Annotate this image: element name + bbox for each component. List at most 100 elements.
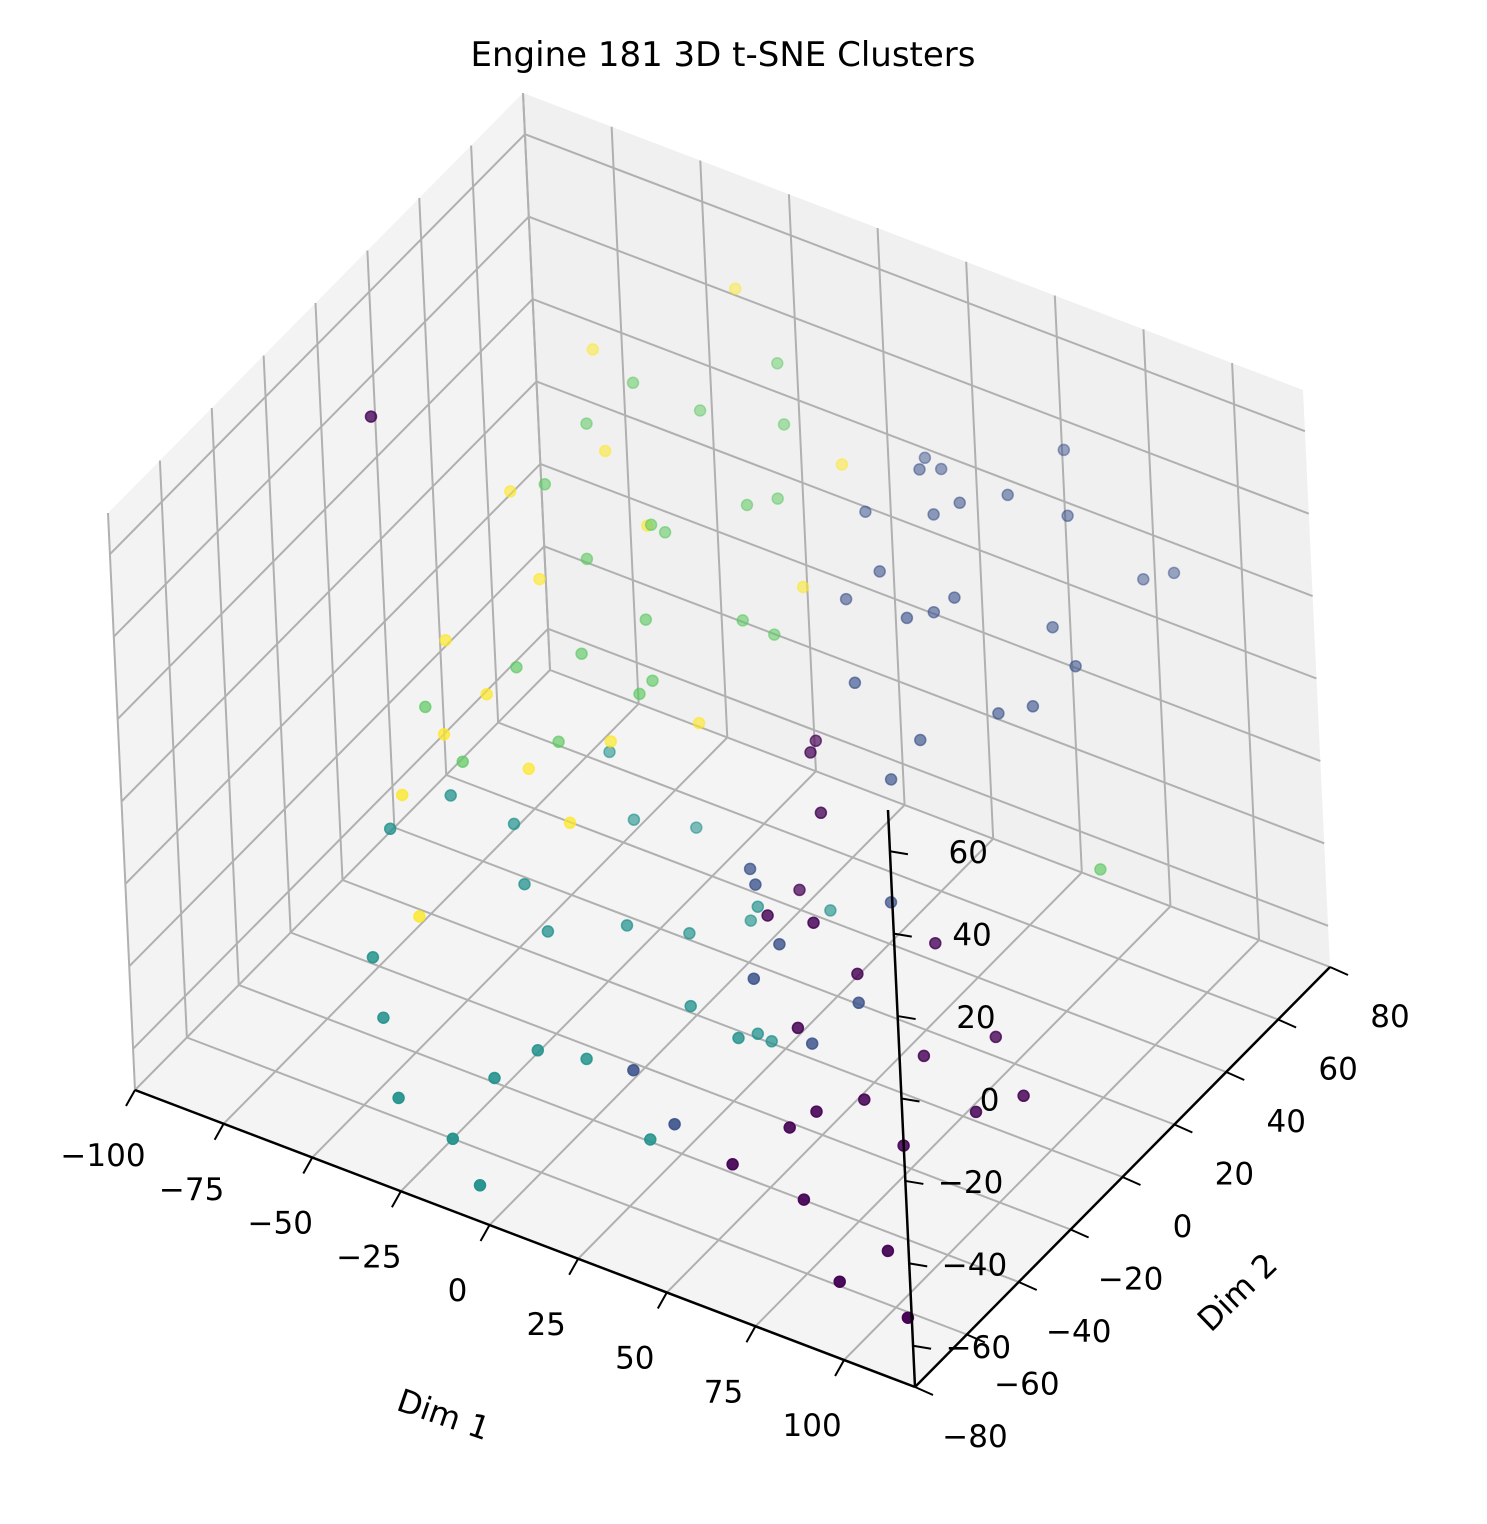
data-point-cluster-1 <box>900 611 914 625</box>
data-point-cluster-3 <box>626 376 640 390</box>
data-point-cluster-2 <box>732 1031 745 1045</box>
x-tick-mark <box>125 1089 136 1107</box>
data-point-cluster-1 <box>627 1063 640 1077</box>
data-point-cluster-1 <box>859 505 872 518</box>
data-point-cluster-0 <box>804 746 817 759</box>
data-point-cluster-1 <box>1167 566 1181 580</box>
data-point-cluster-1 <box>1057 443 1071 457</box>
data-point-cluster-3 <box>771 357 784 370</box>
x-tick-label: 100 <box>783 1408 842 1444</box>
x-tick-label: 0 <box>448 1273 468 1309</box>
data-point-cluster-0 <box>814 806 828 820</box>
x-tick-mark <box>391 1190 402 1208</box>
z-tick-label: −60 <box>946 1330 1011 1366</box>
data-point-cluster-0 <box>881 1244 895 1258</box>
x-tick-label: 25 <box>526 1307 565 1343</box>
data-point-cluster-0 <box>833 1275 846 1288</box>
gridline-z-left <box>116 298 534 720</box>
z-tick-label: −20 <box>938 1165 1003 1201</box>
gridline-y-floor <box>394 826 1175 1126</box>
data-point-cluster-1 <box>953 496 966 510</box>
data-point-cluster-3 <box>740 498 754 512</box>
data-point-cluster-2 <box>824 904 837 917</box>
gridline-y-floor <box>290 931 1071 1231</box>
data-point-cluster-2 <box>488 1071 501 1085</box>
x-tick-label: 75 <box>704 1374 743 1410</box>
data-point-cluster-1 <box>884 773 898 786</box>
y-tick-mark <box>1070 1228 1090 1239</box>
data-point-cluster-2 <box>377 1011 390 1024</box>
data-point-cluster-1 <box>913 463 926 476</box>
data-point-cluster-4 <box>728 282 742 295</box>
data-point-cluster-0 <box>917 1049 931 1063</box>
y-tick-mark <box>966 1333 986 1344</box>
data-point-cluster-0 <box>858 1093 871 1106</box>
gridline-y-floor <box>445 774 1227 1073</box>
data-point-cluster-4 <box>586 343 600 356</box>
y-tick-label: −40 <box>1046 1314 1111 1350</box>
data-point-cluster-2 <box>627 813 641 826</box>
data-point-cluster-1 <box>914 733 927 747</box>
y-tick-label: 0 <box>1173 1209 1193 1245</box>
data-point-cluster-3 <box>1094 863 1107 876</box>
data-point-cluster-3 <box>639 613 653 626</box>
data-point-cluster-2 <box>507 817 521 831</box>
x-axis-label: Dim 1 <box>392 1381 494 1448</box>
data-point-cluster-0 <box>851 967 864 981</box>
data-point-cluster-1 <box>848 676 862 690</box>
data-point-cluster-4 <box>598 444 612 458</box>
data-point-cluster-2 <box>751 900 765 913</box>
z-tick-label: 0 <box>980 1083 1000 1119</box>
data-point-cluster-1 <box>992 707 1005 720</box>
z-tick-label: 60 <box>948 835 987 871</box>
data-point-cluster-0 <box>929 936 942 950</box>
z-tick-mark <box>893 932 912 938</box>
data-point-cluster-0 <box>783 1121 796 1134</box>
gridline-z-back <box>547 627 1329 927</box>
gridline-z-left <box>132 628 549 1050</box>
gridlines <box>107 92 1331 1388</box>
data-point-cluster-1 <box>668 1117 681 1131</box>
data-point-cluster-3 <box>646 674 659 687</box>
data-point-cluster-2 <box>751 1027 765 1041</box>
data-point-cluster-1 <box>749 878 762 891</box>
data-point-cluster-1 <box>1069 659 1082 673</box>
x-tick-mark <box>213 1123 225 1141</box>
data-point-cluster-2 <box>383 822 397 836</box>
gridline-z-left <box>109 133 526 555</box>
data-point-cluster-1 <box>918 451 932 465</box>
y-tick-label: 40 <box>1267 1104 1306 1140</box>
data-point-cluster-4 <box>480 687 493 701</box>
y-tick-label: 60 <box>1318 1052 1357 1088</box>
data-point-cluster-1 <box>743 862 757 876</box>
data-point-cluster-3 <box>658 526 672 539</box>
data-point-cluster-3 <box>768 628 781 641</box>
data-point-cluster-0 <box>807 916 820 929</box>
y-tick-mark <box>1018 1281 1038 1291</box>
data-point-cluster-3 <box>419 700 432 714</box>
data-point-cluster-1 <box>1026 700 1040 713</box>
gridline-z-left <box>124 463 542 885</box>
data-point-cluster-2 <box>392 1091 405 1105</box>
x-tick-mark <box>656 1292 668 1309</box>
data-point-cluster-3 <box>456 755 469 768</box>
y-tick-mark <box>1329 966 1349 976</box>
data-point-cluster-3 <box>736 614 749 627</box>
data-point-cluster-2 <box>541 925 555 938</box>
x-tick-label: 50 <box>615 1341 654 1377</box>
data-point-cluster-3 <box>771 492 784 505</box>
data-point-cluster-4 <box>504 485 517 498</box>
data-point-cluster-4 <box>437 728 451 741</box>
z-tick-label: 20 <box>956 1000 995 1036</box>
data-point-cluster-3 <box>552 735 565 749</box>
z-tick-mark <box>889 850 909 856</box>
data-point-cluster-4 <box>533 572 546 586</box>
data-point-cluster-0 <box>1017 1089 1030 1103</box>
gridline-z-back <box>528 215 1310 515</box>
data-point-cluster-1 <box>805 1037 819 1050</box>
data-point-cluster-0 <box>364 410 378 423</box>
y-tick-mark <box>914 1386 934 1396</box>
data-point-cluster-2 <box>644 1133 657 1146</box>
data-point-cluster-1 <box>852 996 865 1010</box>
